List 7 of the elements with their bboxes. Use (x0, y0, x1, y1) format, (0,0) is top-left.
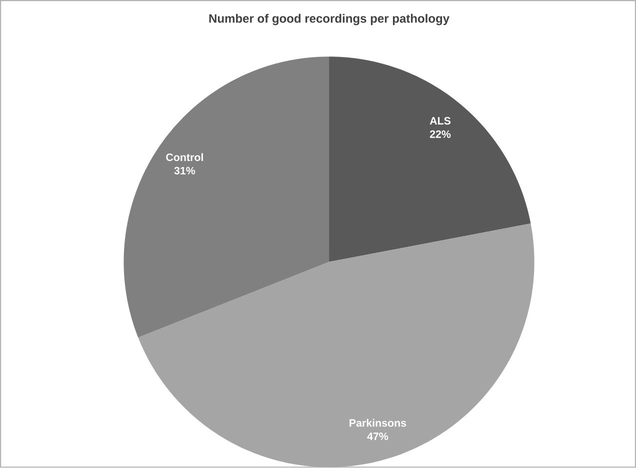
slice-label: Parkinsons (350, 419, 406, 427)
slice-label: Control (166, 153, 203, 162)
data-label: 47% (367, 432, 388, 440)
slice-label: ALS (430, 117, 451, 125)
data-label: 22% (430, 130, 451, 138)
chart-title: Number of good recordings per pathology (209, 14, 450, 26)
data-label: 31% (174, 166, 196, 175)
